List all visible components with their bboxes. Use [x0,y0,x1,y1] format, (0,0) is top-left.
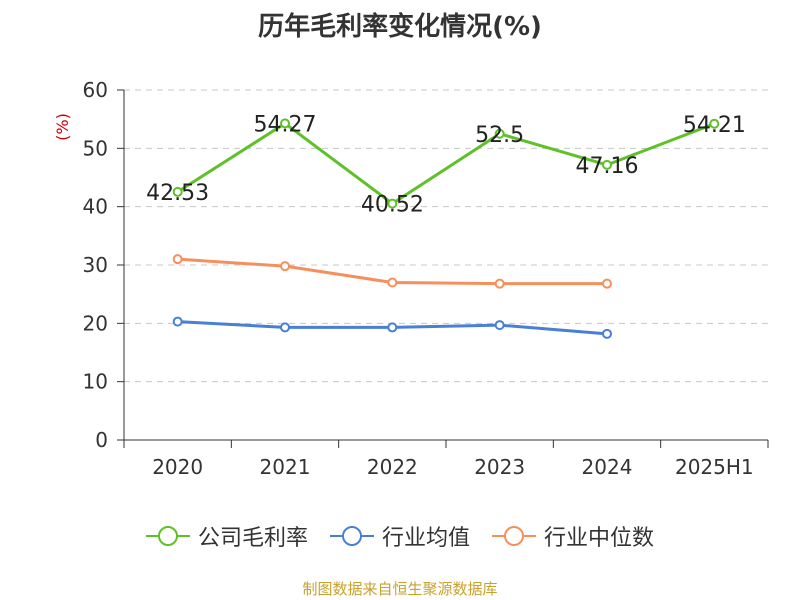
x-tick-label: 2023 [474,455,525,479]
legend-label: 公司毛利率 [197,526,308,551]
y-tick-label: 0 [95,428,108,452]
data-label: 52.5 [475,123,524,148]
y-tick-label: 10 [83,370,108,394]
x-tick-label: 2025H1 [675,455,754,479]
data-point [172,186,183,197]
data-point [602,328,612,339]
legend-label: 行业中位数 [544,526,655,551]
data-point [387,198,398,209]
x-tick-label: 2021 [260,455,311,479]
data-point [280,261,290,272]
legend-swatch [329,526,374,546]
data-point [172,316,183,327]
x-tick-label: 2022 [367,455,418,479]
data-point [494,278,505,289]
data-label: 40.52 [361,193,424,218]
data-point [602,278,612,289]
x-tick-label: 2024 [582,455,633,479]
legend-item[interactable]: 公司毛利率 [145,520,308,552]
data-point [280,322,290,333]
y-tick-label: 30 [83,253,108,277]
series-line [176,121,715,206]
legend-swatch-marker [504,526,524,546]
data-point [602,159,612,170]
legend-swatch-marker [157,526,178,546]
data-point [387,322,398,333]
legend: 公司毛利率 行业均值 行业中位数 [0,520,800,552]
data-label: 47.16 [576,154,639,179]
chart-title: 历年毛利率变化情况(%) [258,12,542,42]
data-point [494,128,505,139]
y-tick-label: 40 [83,195,108,219]
legend-item[interactable]: 行业均值 [329,520,470,552]
y-tick-label: 60 [83,78,108,102]
source-note: 制图数据来自恒生聚源数据库 [302,580,498,598]
data-point [494,320,505,331]
data-label: 54.21 [683,113,746,138]
data-point [280,118,290,129]
x-tick-label: 2020 [152,455,203,479]
data-point [387,277,398,288]
legend-item[interactable]: 行业中位数 [492,520,654,552]
data-point [172,254,183,265]
y-tick-label: 20 [83,311,108,335]
legend-swatch [145,526,190,546]
y-tick-label: 50 [83,136,108,160]
legend-swatch-marker [341,526,362,546]
data-label: 42.53 [146,181,209,206]
legend-label: 行业均值 [381,526,470,551]
y-axis-label: (%) [53,113,72,141]
legend-swatch [492,526,536,546]
data-label: 54.27 [254,112,317,137]
data-point [709,118,720,129]
